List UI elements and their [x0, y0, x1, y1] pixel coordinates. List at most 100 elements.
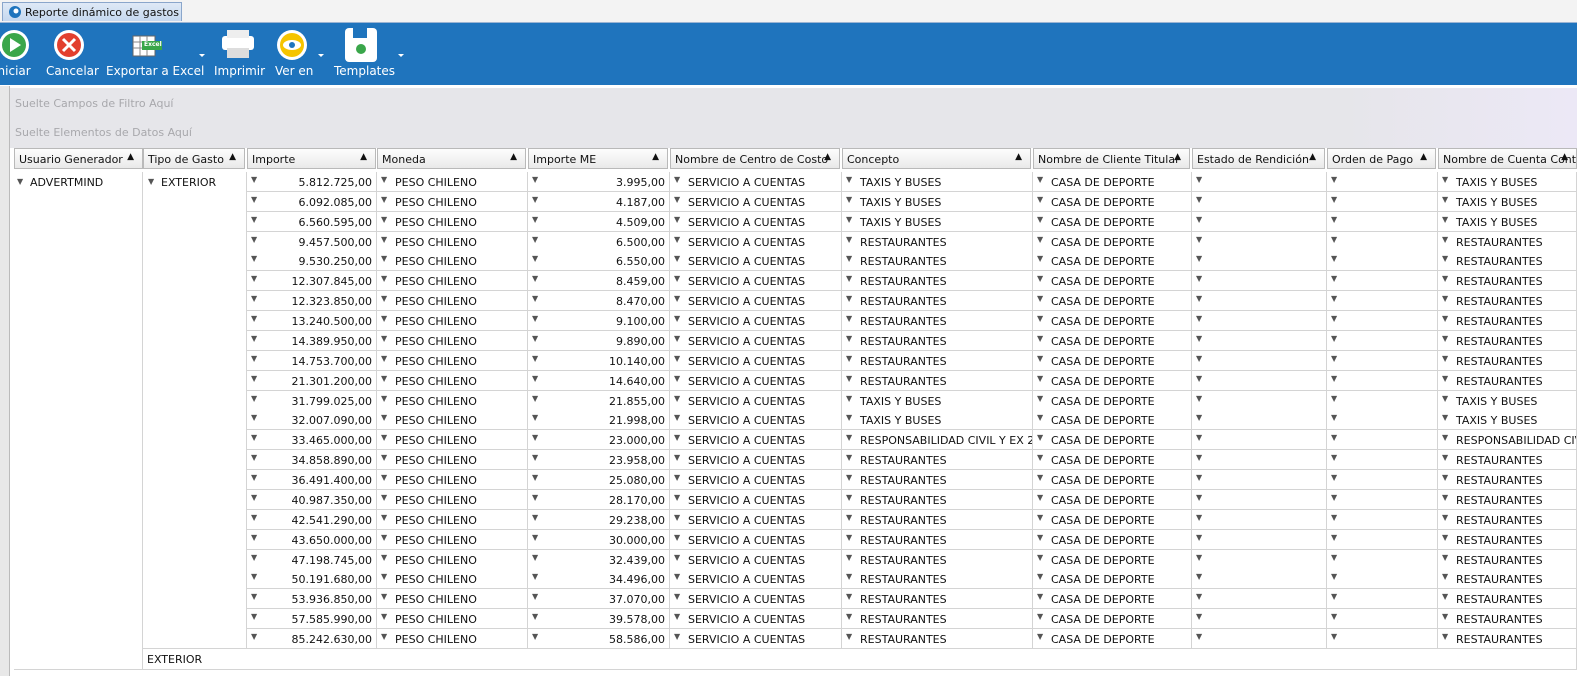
cell-dropdown[interactable]: ▼: [381, 592, 388, 602]
cell-dropdown[interactable]: ▼: [1196, 473, 1203, 483]
cell-dropdown[interactable]: ▼: [1331, 393, 1338, 403]
cell-dropdown[interactable]: ▼: [846, 254, 853, 264]
cell-dropdown[interactable]: ▼: [1442, 234, 1449, 244]
cell-dropdown[interactable]: ▼: [1037, 274, 1044, 284]
cell-dropdown[interactable]: ▼: [381, 572, 388, 582]
cell-dropdown[interactable]: ▼: [1196, 572, 1203, 582]
cell-dropdown[interactable]: ▼: [1037, 294, 1044, 304]
cell-dropdown[interactable]: ▼: [251, 234, 258, 244]
cell-dropdown[interactable]: ▼: [1331, 592, 1338, 602]
cell-dropdown[interactable]: ▼: [1196, 453, 1203, 463]
cell-dropdown[interactable]: ▼: [1037, 214, 1044, 224]
cell-dropdown[interactable]: ▼: [1331, 512, 1338, 522]
cell-dropdown[interactable]: ▼: [1196, 194, 1203, 204]
cell-dropdown[interactable]: ▼: [1331, 433, 1338, 443]
cell-dropdown[interactable]: ▼: [1331, 552, 1338, 562]
cell-dropdown[interactable]: ▼: [1196, 294, 1203, 304]
cell-dropdown[interactable]: ▼: [532, 512, 539, 522]
cell-dropdown[interactable]: ▼: [1331, 413, 1338, 423]
cell-dropdown[interactable]: ▼: [674, 393, 681, 403]
cell-dropdown[interactable]: ▼: [532, 433, 539, 443]
cell-dropdown[interactable]: ▼: [532, 572, 539, 582]
cell-dropdown[interactable]: ▼: [1037, 175, 1044, 184]
cell-dropdown[interactable]: ▼: [846, 234, 853, 244]
column-header[interactable]: Importe ME ▲: [528, 148, 668, 169]
cell-dropdown[interactable]: ▼: [846, 612, 853, 622]
cell-dropdown[interactable]: ▼: [1331, 453, 1338, 463]
cell-dropdown[interactable]: ▼: [251, 532, 258, 542]
cell-dropdown[interactable]: ▼: [532, 373, 539, 383]
cell-dropdown[interactable]: ▼: [1196, 532, 1203, 542]
cell-dropdown[interactable]: ▼: [674, 314, 681, 324]
cell-dropdown[interactable]: ▼: [1442, 194, 1449, 204]
cell-dropdown[interactable]: ▼: [846, 433, 853, 443]
cell-dropdown[interactable]: ▼: [532, 333, 539, 343]
cell-dropdown[interactable]: ▼: [1037, 592, 1044, 602]
cell-dropdown[interactable]: ▼: [1196, 592, 1203, 602]
cell-dropdown[interactable]: ▼: [1037, 473, 1044, 483]
cell-dropdown[interactable]: ▼: [1331, 314, 1338, 324]
cell-dropdown[interactable]: ▼: [381, 453, 388, 463]
cell-dropdown[interactable]: ▼: [251, 632, 258, 641]
cell-dropdown[interactable]: ▼: [251, 433, 258, 443]
cell-dropdown[interactable]: ▼: [1037, 572, 1044, 582]
cell-dropdown[interactable]: ▼: [532, 234, 539, 244]
cell-dropdown[interactable]: ▼: [381, 175, 388, 184]
cell-dropdown[interactable]: ▼: [251, 413, 258, 423]
cell-dropdown[interactable]: ▼: [1331, 274, 1338, 284]
cell-dropdown[interactable]: ▼: [1331, 532, 1338, 542]
cell-dropdown[interactable]: ▼: [1442, 333, 1449, 343]
cell-dropdown[interactable]: ▼: [846, 592, 853, 602]
cell-dropdown[interactable]: ▼: [1442, 532, 1449, 542]
cell-dropdown[interactable]: ▼: [532, 175, 539, 184]
cell-dropdown[interactable]: ▼: [846, 373, 853, 383]
cell-dropdown[interactable]: ▼: [674, 632, 681, 641]
cell-dropdown[interactable]: ▼: [1442, 592, 1449, 602]
cell-dropdown[interactable]: ▼: [1037, 612, 1044, 622]
cell-dropdown[interactable]: ▼: [381, 632, 388, 641]
cell-dropdown[interactable]: ▼: [674, 413, 681, 423]
cell-dropdown[interactable]: ▼: [1037, 393, 1044, 403]
cell-dropdown[interactable]: ▼: [674, 254, 681, 264]
cell-dropdown[interactable]: ▼: [251, 492, 258, 502]
cell-dropdown[interactable]: ▼: [532, 214, 539, 224]
cell-dropdown[interactable]: ▼: [846, 333, 853, 343]
cell-dropdown[interactable]: ▼: [381, 532, 388, 542]
cell-dropdown[interactable]: ▼: [251, 393, 258, 403]
cell-dropdown[interactable]: ▼: [1442, 353, 1449, 363]
cell-dropdown[interactable]: ▼: [1442, 572, 1449, 582]
cell-dropdown[interactable]: ▼: [532, 552, 539, 562]
cell-dropdown[interactable]: ▼: [674, 433, 681, 443]
cell-dropdown[interactable]: ▼: [1196, 333, 1203, 343]
cell-dropdown[interactable]: ▼: [251, 254, 258, 264]
cell-dropdown[interactable]: ▼: [532, 532, 539, 542]
cell-dropdown[interactable]: ▼: [674, 592, 681, 602]
cell-dropdown[interactable]: ▼: [251, 512, 258, 522]
cell-dropdown[interactable]: ▼: [1442, 413, 1449, 423]
cell-dropdown[interactable]: ▼: [1037, 314, 1044, 324]
cell-dropdown[interactable]: ▼: [1442, 632, 1449, 641]
toolbar-button[interactable]: Ver en: [275, 64, 314, 78]
cell-dropdown[interactable]: ▼: [846, 214, 853, 224]
column-header[interactable]: Nombre de Cliente Titular ▲: [1033, 148, 1190, 169]
cell-dropdown[interactable]: ▼: [532, 453, 539, 463]
cell-dropdown[interactable]: ▼: [1196, 175, 1203, 184]
cell-dropdown[interactable]: ▼: [251, 333, 258, 343]
cell-dropdown[interactable]: ▼: [1037, 532, 1044, 542]
cell-dropdown[interactable]: ▼: [1442, 274, 1449, 284]
cell-dropdown[interactable]: ▼: [846, 353, 853, 363]
cell-dropdown[interactable]: ▼: [846, 314, 853, 324]
cell-dropdown[interactable]: ▼: [1331, 612, 1338, 622]
cell-dropdown[interactable]: ▼: [1331, 632, 1338, 641]
cell-dropdown[interactable]: ▼: [674, 552, 681, 562]
cell-dropdown[interactable]: ▼: [381, 214, 388, 224]
cell-dropdown[interactable]: ▼: [674, 453, 681, 463]
cell-dropdown[interactable]: ▼: [1442, 373, 1449, 383]
cell-dropdown[interactable]: ▼: [1037, 632, 1044, 641]
column-header[interactable]: Nombre de Centro de Costo ▲: [670, 148, 840, 169]
cell-dropdown[interactable]: ▼: [846, 473, 853, 483]
column-header[interactable]: Importe ▲: [247, 148, 376, 169]
cell-dropdown[interactable]: ▼: [251, 552, 258, 562]
cell-dropdown[interactable]: ▼: [1196, 353, 1203, 363]
cell-dropdown[interactable]: ▼: [846, 632, 853, 641]
